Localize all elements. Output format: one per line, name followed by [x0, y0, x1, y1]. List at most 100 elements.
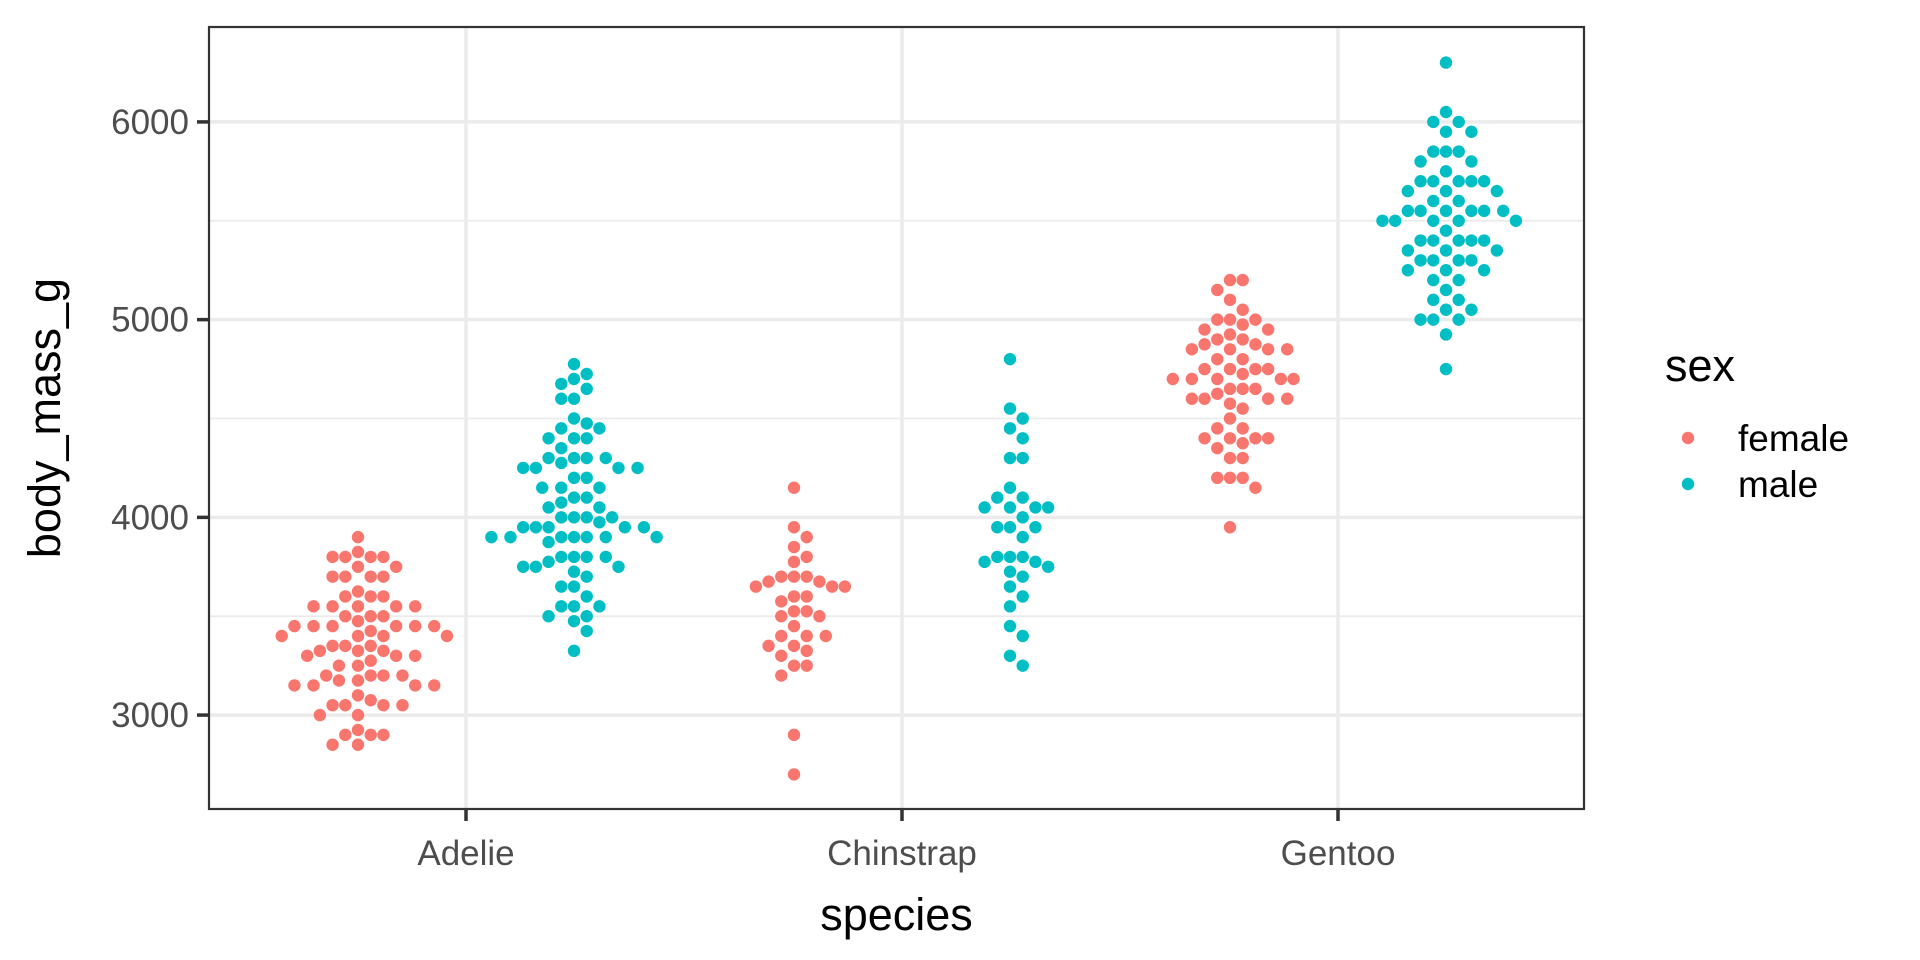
point-gentoo-male — [1465, 303, 1478, 316]
point-adelie-female — [351, 723, 365, 737]
point-chinstrap-female — [825, 580, 839, 593]
legend-title: sex — [1665, 340, 1736, 391]
point-gentoo-male — [1452, 194, 1465, 208]
point-adelie-male — [555, 600, 568, 613]
point-chinstrap-male — [1016, 550, 1029, 564]
x-tick-label-gentoo: Gentoo — [1281, 834, 1396, 873]
point-adelie-male — [612, 560, 625, 573]
point-gentoo-male — [1427, 293, 1440, 307]
point-gentoo-female — [1261, 343, 1275, 356]
point-gentoo-female — [1223, 471, 1237, 485]
point-adelie-female — [339, 590, 352, 603]
point-adelie-male — [567, 511, 581, 524]
point-gentoo-female — [1236, 402, 1249, 415]
point-gentoo-male — [1439, 125, 1453, 138]
point-adelie-female — [364, 550, 377, 564]
point-chinstrap-male — [1029, 501, 1042, 514]
point-adelie-male — [567, 451, 581, 465]
point-adelie-male — [580, 511, 593, 524]
point-adelie-male — [567, 550, 581, 564]
point-gentoo-female — [1211, 471, 1224, 485]
point-chinstrap-male — [1003, 649, 1017, 662]
point-gentoo-female — [1211, 387, 1224, 400]
y-tick-label: 4000 — [111, 498, 189, 537]
point-gentoo-male — [1509, 214, 1523, 227]
point-gentoo-female — [1198, 432, 1211, 445]
point-chinstrap-female — [838, 580, 852, 593]
point-adelie-male — [516, 560, 530, 573]
point-gentoo-male — [1427, 115, 1440, 129]
point-chinstrap-male — [1016, 659, 1029, 672]
point-gentoo-male — [1452, 273, 1465, 287]
point-gentoo-male — [1452, 234, 1465, 247]
point-gentoo-male — [1439, 145, 1453, 158]
point-chinstrap-female — [800, 629, 813, 643]
point-adelie-male — [567, 600, 581, 613]
point-adelie-male — [567, 491, 581, 504]
legend-key-male — [1681, 477, 1695, 491]
point-chinstrap-male — [1003, 451, 1017, 465]
point-adelie-female — [326, 738, 339, 751]
point-gentoo-male — [1439, 362, 1453, 376]
point-gentoo-female — [1185, 392, 1199, 405]
point-chinstrap-male — [978, 501, 991, 514]
point-adelie-male — [555, 530, 568, 544]
point-adelie-female — [351, 545, 365, 559]
point-chinstrap-male — [1016, 491, 1029, 504]
point-gentoo-female — [1236, 303, 1249, 316]
point-adelie-female — [408, 679, 422, 692]
point-adelie-female — [440, 629, 454, 643]
panel-border — [207, 25, 1586, 811]
point-gentoo-male — [1465, 125, 1478, 138]
point-gentoo-male — [1452, 313, 1465, 326]
point-chinstrap-female — [775, 669, 788, 682]
point-adelie-female — [351, 600, 365, 613]
point-adelie-female — [313, 644, 327, 658]
point-gentoo-female — [1249, 481, 1262, 494]
point-adelie-female — [351, 530, 365, 544]
point-chinstrap-female — [775, 570, 788, 583]
point-chinstrap-male — [1003, 501, 1017, 514]
point-adelie-male — [593, 481, 606, 494]
x-tick-label-adelie: Adelie — [417, 834, 514, 873]
point-adelie-female — [351, 644, 365, 658]
point-chinstrap-male — [991, 550, 1004, 564]
point-chinstrap-female — [787, 639, 801, 653]
point-adelie-female — [408, 619, 422, 633]
point-adelie-male — [542, 432, 555, 445]
point-adelie-female — [351, 560, 365, 573]
point-chinstrap-female — [813, 610, 826, 623]
point-adelie-female — [326, 698, 339, 712]
point-gentoo-male — [1439, 264, 1453, 277]
point-adelie-male — [580, 550, 593, 564]
point-adelie-female — [364, 728, 377, 742]
point-adelie-male — [555, 441, 568, 455]
point-adelie-female — [351, 738, 365, 751]
point-adelie-male — [580, 590, 593, 603]
point-adelie-male — [631, 461, 644, 475]
point-gentoo-female — [1236, 273, 1249, 287]
point-adelie-male — [536, 481, 549, 494]
point-gentoo-female — [1261, 392, 1275, 405]
point-gentoo-female — [1223, 451, 1237, 465]
point-chinstrap-female — [800, 605, 813, 618]
point-chinstrap-female — [762, 639, 775, 653]
point-gentoo-female — [1185, 372, 1199, 386]
point-adelie-female — [339, 639, 352, 653]
point-gentoo-male — [1388, 214, 1402, 227]
point-gentoo-male — [1439, 303, 1453, 316]
point-adelie-female — [339, 698, 352, 712]
point-adelie-female — [377, 550, 390, 564]
point-gentoo-female — [1198, 338, 1211, 351]
point-gentoo-male — [1427, 214, 1440, 227]
point-gentoo-female — [1223, 432, 1237, 445]
point-chinstrap-male — [1003, 600, 1017, 613]
point-adelie-male — [599, 550, 612, 564]
point-adelie-female — [377, 610, 390, 623]
legend-key-female — [1681, 431, 1695, 445]
point-adelie-female — [326, 550, 339, 564]
point-adelie-male — [485, 530, 498, 544]
point-gentoo-female — [1198, 392, 1211, 405]
point-gentoo-male — [1452, 115, 1465, 129]
